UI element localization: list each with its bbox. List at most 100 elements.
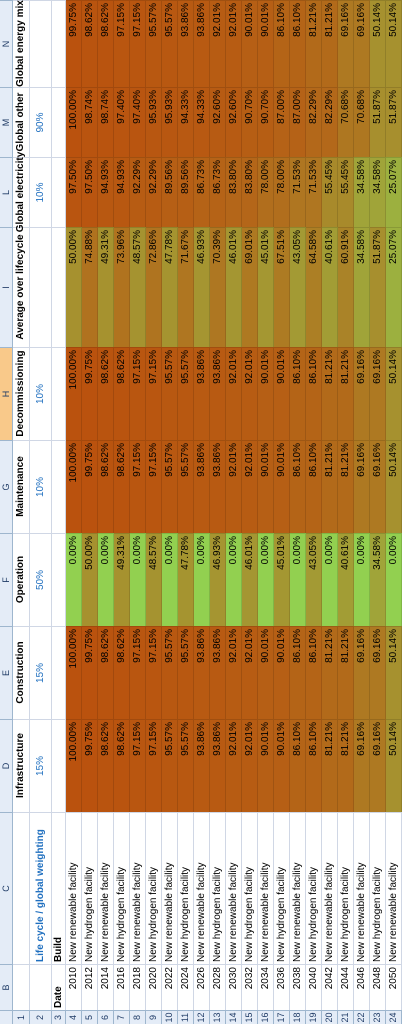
value-cell: 78.00% — [274, 157, 290, 227]
weight: 15% — [30, 626, 52, 719]
row-header: 6 — [98, 1010, 114, 1024]
date: 2018 — [130, 964, 146, 1010]
value-cell: 46.01% — [226, 227, 242, 347]
column-header: D — [0, 719, 13, 812]
value-cell: 90.01% — [258, 719, 274, 812]
row-header: 7 — [114, 1010, 130, 1024]
value-cell: 93.86% — [210, 347, 226, 440]
value-cell: 49.31% — [98, 227, 114, 347]
value-cell: 0.00% — [194, 533, 210, 626]
value-cell: 48.57% — [146, 533, 162, 626]
value-cell: 71.67% — [178, 227, 194, 347]
value-cell: 97.15% — [130, 0, 146, 87]
column-title: Operation — [13, 533, 30, 626]
value-cell: 74.88% — [82, 227, 98, 347]
value-cell: 90.01% — [258, 626, 274, 719]
value-cell: 50.14% — [386, 0, 402, 87]
value-cell: 47.78% — [178, 533, 194, 626]
value-cell: 97.40% — [114, 87, 130, 157]
value-cell: 97.50% — [82, 157, 98, 227]
value-cell: 69.16% — [370, 440, 386, 533]
cell — [52, 87, 66, 157]
value-cell: 81.21% — [338, 347, 354, 440]
value-cell: 69.01% — [242, 227, 258, 347]
value-cell: 95.57% — [162, 719, 178, 812]
row-header: 4 — [66, 1010, 82, 1024]
value-cell: 90.01% — [258, 440, 274, 533]
value-cell: 93.86% — [194, 440, 210, 533]
value-cell: 49.31% — [114, 533, 130, 626]
value-cell: 92.01% — [242, 440, 258, 533]
date: 2048 — [370, 964, 386, 1010]
value-cell: 86.73% — [210, 157, 226, 227]
value-cell: 100.00% — [66, 719, 82, 812]
value-cell: 45.01% — [274, 533, 290, 626]
value-cell: 86.10% — [290, 440, 306, 533]
value-cell: 92.01% — [226, 0, 242, 87]
value-cell: 100.00% — [66, 87, 82, 157]
value-cell: 60.91% — [338, 227, 354, 347]
value-cell: 99.75% — [82, 347, 98, 440]
value-cell: 46.93% — [194, 227, 210, 347]
row-header: 24 — [386, 1010, 402, 1024]
value-cell: 43.05% — [290, 227, 306, 347]
row-header: 14 — [226, 1010, 242, 1024]
value-cell: 98.62% — [114, 719, 130, 812]
value-cell: 97.15% — [130, 719, 146, 812]
row-header: 18 — [290, 1010, 306, 1024]
value-cell: 82.29% — [322, 87, 338, 157]
column-header: H — [0, 347, 13, 440]
value-cell: 87.00% — [274, 87, 290, 157]
row-header: 11 — [178, 1010, 194, 1024]
value-cell: 92.01% — [210, 0, 226, 87]
value-cell: 46.01% — [242, 533, 258, 626]
value-cell: 81.21% — [338, 440, 354, 533]
value-cell: 98.62% — [98, 440, 114, 533]
date: 2044 — [338, 964, 354, 1010]
value-cell: 97.15% — [146, 347, 162, 440]
column-title: Maintenance — [13, 440, 30, 533]
date-header: Date — [52, 964, 66, 1010]
value-cell: 99.75% — [82, 440, 98, 533]
build: New renewable facility — [258, 812, 274, 964]
value-cell: 95.57% — [162, 626, 178, 719]
value-cell: 90.70% — [258, 87, 274, 157]
value-cell: 73.96% — [114, 227, 130, 347]
value-cell: 95.57% — [162, 0, 178, 87]
value-cell: 87.00% — [290, 87, 306, 157]
value-cell: 55.45% — [322, 157, 338, 227]
value-cell: 94.93% — [98, 157, 114, 227]
value-cell: 0.00% — [130, 533, 146, 626]
value-cell: 99.75% — [82, 719, 98, 812]
value-cell: 81.21% — [322, 626, 338, 719]
value-cell: 70.68% — [338, 87, 354, 157]
value-cell: 50.14% — [370, 0, 386, 87]
build: New hydrogen facility — [338, 812, 354, 964]
value-cell: 64.58% — [306, 227, 322, 347]
date: 2022 — [162, 964, 178, 1010]
value-cell: 69.16% — [354, 440, 370, 533]
value-cell: 51.87% — [370, 227, 386, 347]
value-cell: 51.87% — [370, 87, 386, 157]
row-header: 3 — [52, 1010, 66, 1024]
value-cell: 78.00% — [258, 157, 274, 227]
cell — [52, 719, 66, 812]
value-cell: 43.05% — [306, 533, 322, 626]
date: 2036 — [274, 964, 290, 1010]
date: 2034 — [258, 964, 274, 1010]
value-cell: 0.00% — [386, 533, 402, 626]
column-title: Construction — [13, 626, 30, 719]
column-header: E — [0, 626, 13, 719]
value-cell: 69.16% — [354, 347, 370, 440]
date: 2020 — [146, 964, 162, 1010]
value-cell: 98.62% — [98, 0, 114, 87]
value-cell: 0.00% — [258, 533, 274, 626]
value-cell: 92.60% — [226, 87, 242, 157]
value-cell: 86.10% — [290, 719, 306, 812]
row-header: 20 — [322, 1010, 338, 1024]
value-cell: 98.62% — [98, 626, 114, 719]
build: New renewable facility — [66, 812, 82, 964]
build: New renewable facility — [130, 812, 146, 964]
cell — [13, 964, 30, 1010]
